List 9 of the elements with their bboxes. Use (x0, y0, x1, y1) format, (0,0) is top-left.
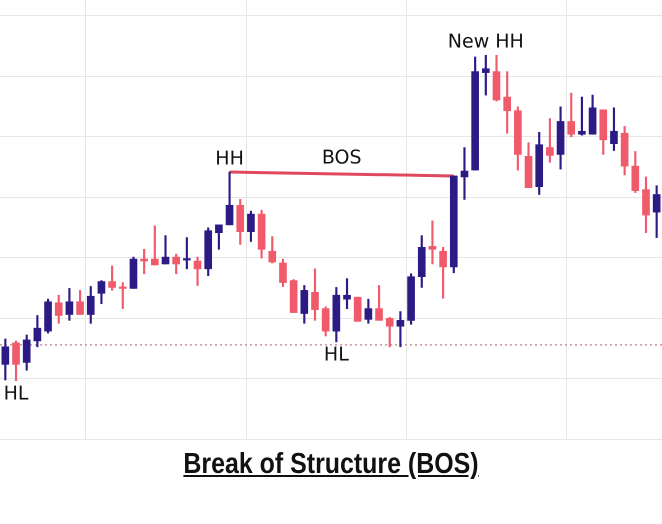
annotation: HH (215, 147, 244, 170)
annotation: HL (4, 382, 29, 404)
annotation: HL (324, 343, 350, 366)
text: Break of Structure (BOS) (182, 448, 480, 481)
candlestick (118, 282, 127, 309)
series-label: BOS (322, 146, 362, 168)
candlestick (482, 55, 490, 96)
annotation: New HH (448, 30, 524, 52)
candlestick (150, 225, 159, 266)
